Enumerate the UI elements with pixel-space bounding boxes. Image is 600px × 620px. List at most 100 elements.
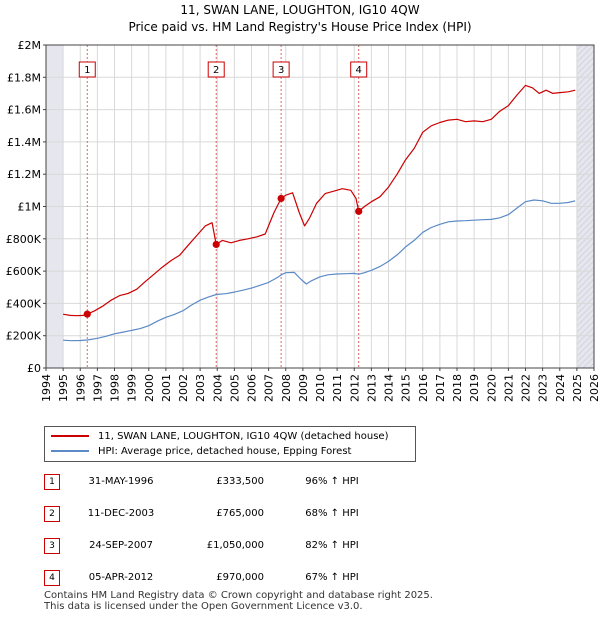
x-tick-label: 2017 <box>434 374 447 402</box>
sale-label-box <box>207 61 225 78</box>
hatch-line <box>576 50 594 69</box>
y-tick-label: £0 <box>27 362 41 375</box>
x-tick-label: 2003 <box>194 374 207 402</box>
sale-label: 3 <box>278 65 284 76</box>
hatch-line <box>576 272 594 291</box>
hatch-line <box>576 212 594 231</box>
sale-label-box <box>78 61 96 78</box>
hatch-line <box>576 308 594 327</box>
y-tick-label: £600K <box>6 265 42 278</box>
y-tick-label: £800K <box>6 233 42 246</box>
legend: 11, SWAN LANE, LOUGHTON, IG10 4QW (detac… <box>44 426 416 462</box>
hatch-line <box>576 230 594 249</box>
legend-item-hpi: HPI: Average price, detached house, Eppi… <box>51 445 351 459</box>
hatch-line <box>576 338 594 357</box>
sale-number-badge: 4 <box>44 570 60 586</box>
x-tick-label: 1998 <box>109 374 122 402</box>
sale-row: 3 24-SEP-2007 £1,050,000 82% ↑ HPI <box>44 538 444 554</box>
sale-point <box>277 194 285 203</box>
series-line <box>63 199 576 342</box>
sale-date: 24-SEP-2007 <box>89 540 153 551</box>
sale-row: 2 11-DEC-2003 £765,000 68% ↑ HPI <box>44 506 444 522</box>
hatch-line <box>576 152 594 171</box>
chart-title: 11, SWAN LANE, LOUGHTON, IG10 4QW <box>180 3 420 17</box>
hatch-line <box>576 248 594 267</box>
x-tick-label: 2011 <box>331 374 344 402</box>
sale-price: £970,000 <box>216 572 264 583</box>
sale-hpi-change: 68% ↑ HPI <box>305 508 359 519</box>
hatch-line <box>576 176 594 195</box>
price-chart: 1 2 3 4 £0 £200K £400K £600K £800K £1M £1.2M £1.4M £… <box>6 39 600 402</box>
hatch-line <box>576 344 594 363</box>
hatch-line <box>576 218 594 237</box>
sale-row: 4 05-APR-2012 £970,000 67% ↑ HPI <box>44 570 444 586</box>
x-tick-label: 2002 <box>177 374 190 402</box>
hatch-line <box>576 260 594 279</box>
hatch-line <box>576 45 583 51</box>
sale-date: 11-DEC-2003 <box>87 508 155 519</box>
hatch-line <box>576 104 594 123</box>
sale-point <box>83 310 91 318</box>
hatch-line <box>576 116 594 135</box>
x-tick-label: 1999 <box>126 374 139 402</box>
legend-label-hpi: HPI: Average price, detached house, Eppi… <box>98 446 352 457</box>
sale-label-box <box>350 61 368 78</box>
hatch-line <box>576 278 594 297</box>
sale-price: £765,000 <box>216 508 264 519</box>
sale-number-badge: 1 <box>44 474 60 490</box>
x-tick-label: 2000 <box>143 374 156 402</box>
sale-price: £1,050,000 <box>206 540 264 551</box>
hatch-line <box>582 356 594 368</box>
hatch-line <box>576 122 594 141</box>
y-tick-label: £400K <box>6 297 42 310</box>
x-tick-label: 2015 <box>400 374 413 402</box>
x-tick-label: 1994 <box>40 374 53 402</box>
x-tick-label: 2013 <box>365 374 378 402</box>
hatch-line <box>576 92 594 111</box>
legend-item-property: 11, SWAN LANE, LOUGHTON, IG10 4QW (detac… <box>51 430 388 444</box>
x-tick-label: 2006 <box>246 374 259 402</box>
hatch-line <box>588 362 594 368</box>
hatch-line <box>576 56 594 75</box>
x-tick-label: 2004 <box>211 374 224 402</box>
x-tick-label: 2024 <box>554 374 567 402</box>
sale-price: £333,500 <box>216 476 264 487</box>
chart-subtitle: Price paid vs. HM Land Registry's House … <box>128 20 472 34</box>
x-tick-label: 2005 <box>228 374 241 402</box>
x-tick-label: 2008 <box>280 374 293 402</box>
x-tick-label: 2023 <box>537 374 550 402</box>
chart-title-block: 11, SWAN LANE, LOUGHTON, IG10 4QW Price … <box>0 2 600 36</box>
y-tick-label: £1.8M <box>7 71 41 84</box>
x-tick-label: 2010 <box>314 374 327 402</box>
hatch-line <box>576 200 594 219</box>
y-tick-label: £1.4M <box>7 136 41 149</box>
hatch-line <box>576 350 594 368</box>
sale-date: 05-APR-2012 <box>88 572 154 583</box>
x-tick-label: 2026 <box>588 374 600 402</box>
hatch-line <box>576 158 594 177</box>
hatch-line <box>576 314 594 333</box>
sale-row: 1 31-MAY-1996 £333,500 96% ↑ HPI <box>44 474 444 490</box>
hatch-line <box>576 236 594 255</box>
x-tick-label: 2016 <box>417 374 430 402</box>
x-tick-label: 2009 <box>297 374 310 402</box>
hatch-line <box>576 188 594 207</box>
hatch-line <box>576 266 594 285</box>
y-tick-label: £1.6M <box>7 104 41 117</box>
hatch-line <box>576 284 594 303</box>
hatch-line <box>576 194 594 213</box>
hatch-line <box>576 296 594 315</box>
y-tick-label: £1M <box>18 201 42 214</box>
hatch-line <box>576 80 594 99</box>
sale-number-badge: 2 <box>44 506 60 522</box>
hatch-line <box>576 182 594 201</box>
y-tick-label: £1.2M <box>7 168 41 181</box>
hatch-line <box>576 128 594 147</box>
hatch-line <box>576 140 594 159</box>
hatch-line <box>576 45 589 57</box>
x-tick-label: 1997 <box>91 374 104 402</box>
hatch-line <box>576 206 594 225</box>
hatch-line <box>576 134 594 153</box>
y-tick-label: £2M <box>18 39 42 52</box>
footer-copyright: Contains HM Land Registry data © Crown c… <box>44 590 433 601</box>
